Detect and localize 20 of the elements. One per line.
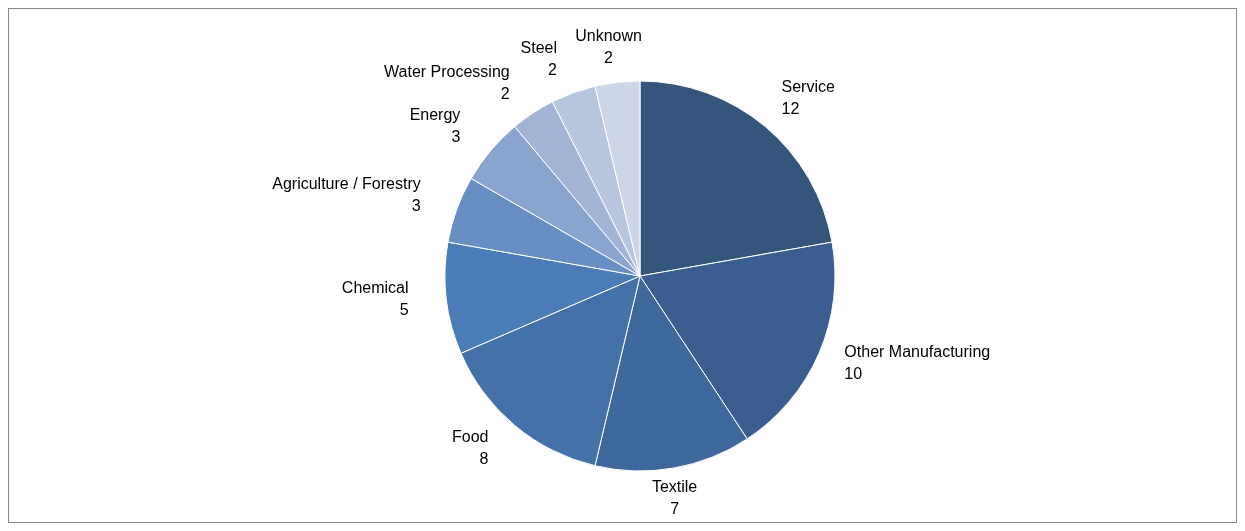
data-label: 12 xyxy=(781,100,800,118)
data-label: 10 xyxy=(844,365,863,383)
data-label: 2 xyxy=(500,84,510,102)
data-label: 3 xyxy=(451,128,461,146)
slice-label: Food xyxy=(451,427,489,445)
slice-label: Textile xyxy=(651,477,698,495)
slice-label: Other Manufacturing xyxy=(844,343,991,361)
slice-label: Steel xyxy=(520,38,558,56)
data-label: 7 xyxy=(670,499,680,517)
data-label: 8 xyxy=(479,449,489,467)
slice-label: Unknown xyxy=(575,26,642,44)
data-label: 5 xyxy=(399,301,409,319)
data-label: 3 xyxy=(411,197,421,215)
slice-label: Agriculture / Forestry xyxy=(272,175,421,193)
slice-label: Service xyxy=(781,78,836,96)
data-label: 2 xyxy=(548,60,558,78)
slice-label: Energy xyxy=(409,106,461,124)
slice-label: Chemical xyxy=(341,279,409,297)
slice-label: Water Processing xyxy=(384,62,510,80)
data-label: 2 xyxy=(604,48,614,66)
